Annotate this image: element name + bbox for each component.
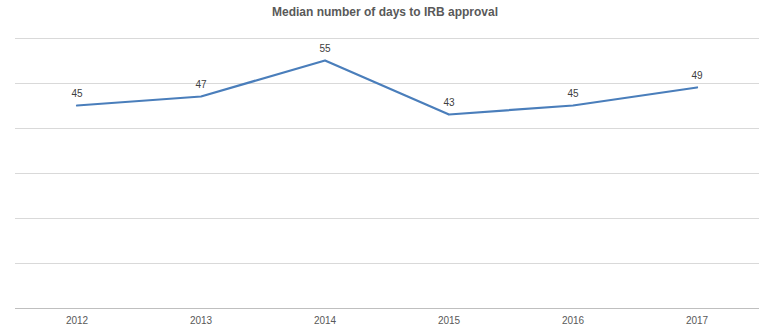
- chart-title: Median number of days to IRB approval: [272, 5, 498, 19]
- data-label: 47: [195, 79, 207, 90]
- x-tick-label: 2012: [66, 315, 89, 326]
- x-tick-label: 2017: [686, 315, 709, 326]
- grid-line: [15, 218, 759, 219]
- x-tick-label: 2013: [190, 315, 213, 326]
- grid-line: [15, 128, 759, 129]
- data-line: [77, 61, 697, 115]
- data-label: 45: [71, 88, 83, 99]
- grid: [15, 39, 759, 309]
- grid-line: [15, 83, 759, 84]
- x-tick-label: 2014: [314, 315, 337, 326]
- grid-line: [15, 38, 759, 39]
- data-label: 45: [567, 88, 579, 99]
- marks: [77, 61, 697, 115]
- grid-line: [15, 263, 759, 264]
- chart-container: 2012 2013 2014 2015 2016 2017 Median number of…: [0, 0, 770, 334]
- x-tick-label: 2015: [438, 315, 461, 326]
- axis-line: [15, 308, 759, 309]
- chart-svg: 2012 2013 2014 2015 2016 2017 Median number of…: [0, 0, 770, 334]
- x-tick-label: 2016: [562, 315, 585, 326]
- data-label: 49: [691, 70, 703, 81]
- data-label: 43: [443, 97, 455, 108]
- data-label: 55: [319, 43, 331, 54]
- grid-line: [15, 173, 759, 174]
